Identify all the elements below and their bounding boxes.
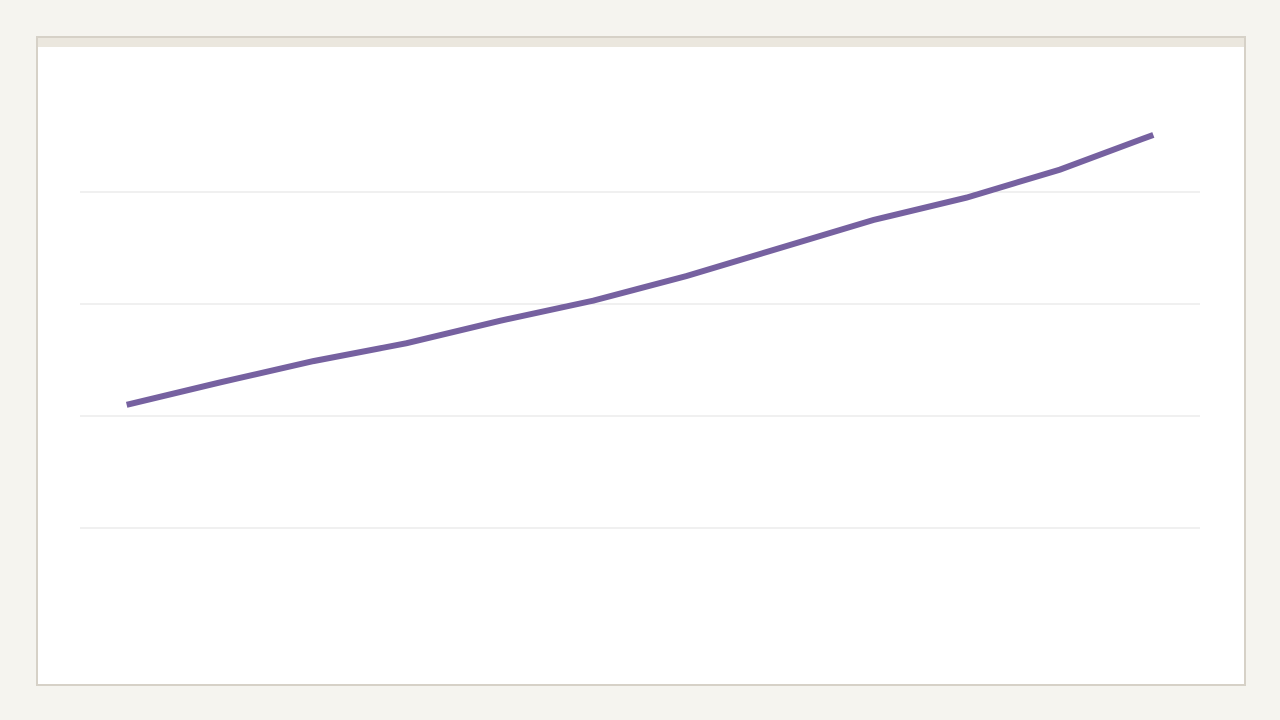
card-header-strip [38, 38, 1244, 47]
chart-card [36, 36, 1246, 686]
data-line [125, 132, 1155, 408]
